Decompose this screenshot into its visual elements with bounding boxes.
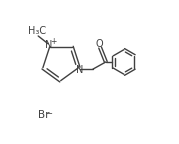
Text: −: − xyxy=(46,109,53,118)
Text: O: O xyxy=(96,39,103,49)
Text: N: N xyxy=(45,40,52,50)
Text: Br: Br xyxy=(38,110,49,120)
Text: +: + xyxy=(50,37,57,46)
Text: N: N xyxy=(76,65,84,75)
Text: H₃C: H₃C xyxy=(28,26,46,36)
